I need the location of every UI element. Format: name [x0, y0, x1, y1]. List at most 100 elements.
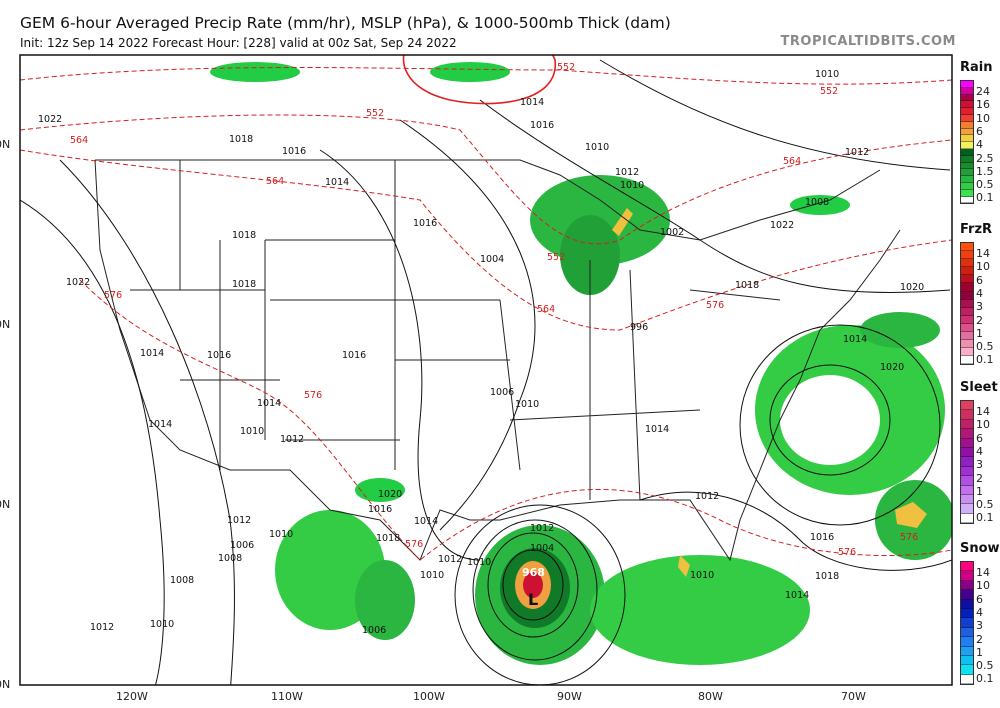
isobar-label: 1012: [90, 622, 114, 633]
legend-label: 10: [976, 111, 990, 125]
legend-swatch: [961, 571, 973, 581]
legend-swatch: [961, 485, 973, 495]
isobar-label: 1010: [585, 142, 609, 153]
isobar-label: 1004: [530, 543, 554, 554]
legend-swatch: [961, 291, 973, 300]
isobar-label: 1014: [414, 516, 438, 527]
legend-color-bar: [960, 400, 974, 525]
legend-swatch: [961, 674, 973, 685]
isobar-label: 1014: [645, 424, 669, 435]
legend-swatch: [961, 275, 973, 284]
isobar-label: 1014: [843, 334, 867, 345]
legend-label: 4: [976, 138, 983, 152]
thickness-label: 576: [304, 390, 322, 401]
isobar-label: 1012: [845, 147, 869, 158]
legend-label: 3: [976, 458, 983, 472]
lon-label: 120W: [116, 690, 148, 703]
legend-label: 3: [976, 300, 983, 314]
legend-swatch: [961, 457, 973, 467]
legend-label: 4: [976, 444, 983, 458]
legend-swatch: [961, 176, 973, 183]
isobar-label: 1016: [342, 350, 366, 361]
isobar-label: 1006: [490, 387, 514, 398]
legend-label: 6: [976, 124, 983, 138]
isobar-label: 1016: [207, 350, 231, 361]
isobar-label: 1012: [695, 491, 719, 502]
legend-swatch: [961, 259, 973, 268]
thickness-label: 552: [557, 62, 575, 73]
thickness-label: 576: [900, 532, 918, 543]
isobar-label: 1018: [232, 279, 256, 290]
isobar-label: 1010: [269, 529, 293, 540]
isobar-label: 1022: [66, 277, 90, 288]
isobar-label: 1018: [376, 533, 400, 544]
isobar-label: 1012: [227, 515, 251, 526]
isobar-label: 1018: [735, 280, 759, 291]
legend-label: 0.5: [976, 340, 994, 354]
legend-swatch: [961, 447, 973, 458]
thickness-label: 576: [706, 300, 724, 311]
storm-pressure: 968: [522, 566, 545, 579]
isobar-label: 1016: [530, 120, 554, 131]
legend-swatch: [961, 135, 973, 143]
legend-swatch: [961, 315, 973, 324]
lon-label: 110W: [271, 690, 303, 703]
lat-label: 40N: [0, 318, 11, 331]
thickness-label: 552: [366, 108, 384, 119]
legend-swatch: [961, 562, 973, 572]
isobar-label: 1014: [785, 590, 809, 601]
legend-swatch: [961, 182, 973, 190]
isobar-label: 1010: [815, 69, 839, 80]
legend-label: 10: [976, 418, 990, 432]
annotation-circle: [402, 55, 556, 105]
isobar-label: 1014: [140, 348, 164, 359]
map-frame: [19, 54, 953, 686]
legend-swatch: [961, 646, 973, 656]
legend-swatch: [961, 148, 973, 156]
isobar-label: 1010: [467, 557, 491, 568]
isobar-label: 1018: [229, 134, 253, 145]
site-brand: TROPICALTIDBITS.COM: [780, 34, 956, 49]
thickness-label: 552: [820, 86, 838, 97]
political-borders: [94, 159, 901, 562]
isobar-label: 1002: [660, 227, 684, 238]
legend-title: Sleet: [960, 380, 998, 395]
legend-swatch: [961, 267, 973, 276]
legend-swatch: [961, 128, 973, 136]
legend-swatch: [961, 299, 973, 308]
isobar-label: 1016: [810, 532, 834, 543]
legend-swatch: [961, 466, 973, 477]
isobar-label: 1014: [325, 177, 349, 188]
isobar-label: 1010: [150, 619, 174, 630]
legend-swatch: [961, 81, 973, 88]
isobar-label: 1008: [805, 197, 829, 208]
legend-label: 2: [976, 471, 983, 485]
legend-label: 16: [976, 98, 990, 112]
legend-swatch: [961, 332, 973, 341]
legend-rain: Rain 24 16 10 6 4 2.5 1.5 0.5 0.1: [958, 60, 1000, 205]
lon-label: 100W: [413, 690, 445, 703]
legend-swatch: [961, 590, 973, 600]
legend-color-bar: [960, 561, 974, 686]
legend-swatch: [961, 189, 973, 197]
isobars: [20, 59, 952, 685]
legend-label: 10: [976, 260, 990, 274]
legend-swatch: [961, 618, 973, 628]
legend-swatch: [961, 307, 973, 316]
legend-swatch: [961, 348, 973, 357]
isobar-label: 1016: [368, 504, 392, 515]
legend-swatch: [961, 340, 973, 349]
isobar-label: 1010: [240, 426, 264, 437]
isobar-label: 1014: [520, 97, 544, 108]
legend-label: 2.5: [976, 151, 994, 165]
isobar-label: 1014: [148, 419, 172, 430]
isobar-label: 1022: [770, 220, 794, 231]
legend-swatch: [961, 142, 973, 149]
legend-swatch: [961, 323, 973, 333]
isobar-label: 1006: [362, 625, 386, 636]
legend-color-bar: [960, 242, 974, 366]
legend-swatch: [961, 162, 973, 170]
legend-swatch: [961, 94, 973, 102]
legend-label: 0.5: [976, 178, 994, 192]
